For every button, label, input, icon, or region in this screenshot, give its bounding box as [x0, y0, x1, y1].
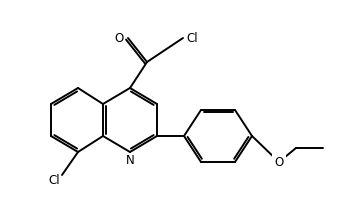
Text: O: O [274, 155, 284, 169]
Text: N: N [126, 154, 135, 167]
Text: Cl: Cl [48, 174, 60, 187]
Text: O: O [115, 31, 124, 44]
Text: Cl: Cl [186, 31, 198, 44]
